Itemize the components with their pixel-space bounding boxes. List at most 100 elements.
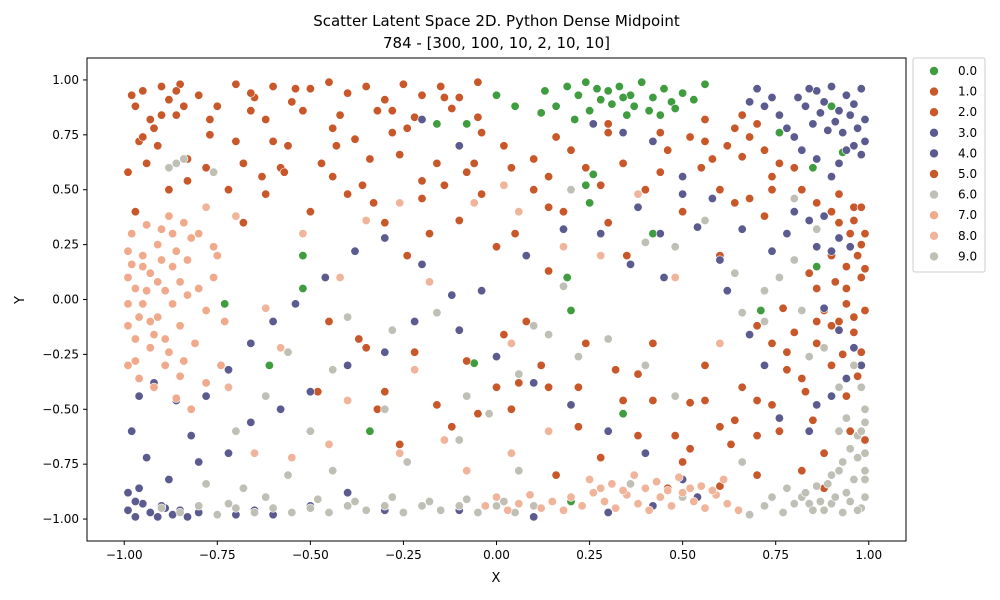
data-point bbox=[499, 141, 509, 151]
data-point bbox=[194, 457, 204, 467]
data-point bbox=[194, 90, 204, 100]
data-point bbox=[190, 338, 200, 348]
data-point bbox=[417, 90, 427, 100]
legend-label: 1.0 bbox=[958, 85, 977, 99]
data-point bbox=[678, 207, 688, 217]
data-point bbox=[224, 365, 234, 375]
data-point bbox=[480, 501, 490, 511]
legend-marker bbox=[929, 107, 939, 117]
data-point bbox=[819, 211, 829, 221]
data-point bbox=[142, 453, 152, 463]
legend-marker bbox=[929, 231, 939, 241]
data-point bbox=[350, 496, 360, 506]
data-point bbox=[700, 115, 710, 125]
data-point bbox=[123, 272, 133, 282]
data-point bbox=[797, 185, 807, 195]
y-axis-ticks: −1.00 −0.75 −0.50 −0.25 0.00 0.25 0.50 0.75 1.00 bbox=[42, 73, 87, 526]
data-point bbox=[138, 132, 148, 142]
data-point bbox=[130, 496, 140, 506]
data-point bbox=[737, 382, 747, 392]
data-point bbox=[808, 415, 818, 425]
data-point bbox=[436, 82, 446, 92]
data-point bbox=[670, 242, 680, 252]
data-point bbox=[603, 218, 613, 228]
data-point bbox=[491, 492, 501, 502]
data-point bbox=[826, 101, 836, 111]
data-point bbox=[834, 382, 844, 392]
data-point bbox=[659, 84, 669, 94]
data-point bbox=[439, 180, 449, 190]
y-axis-label: Y bbox=[13, 296, 28, 305]
data-point bbox=[812, 224, 822, 234]
data-point bbox=[767, 246, 777, 256]
data-point bbox=[774, 413, 784, 423]
data-point bbox=[573, 352, 583, 362]
data-point bbox=[841, 488, 851, 498]
data-point bbox=[462, 391, 472, 401]
data-point bbox=[417, 115, 427, 125]
legend-marker bbox=[929, 128, 939, 138]
data-point bbox=[648, 93, 658, 103]
data-point bbox=[231, 79, 241, 89]
data-point bbox=[797, 305, 807, 315]
x-axis-label: X bbox=[492, 571, 501, 586]
data-point bbox=[201, 378, 211, 388]
data-point bbox=[808, 505, 818, 515]
data-point bbox=[331, 141, 341, 151]
data-point bbox=[145, 343, 155, 353]
data-point bbox=[838, 128, 848, 138]
data-point bbox=[834, 466, 844, 476]
data-point bbox=[179, 218, 189, 228]
data-point bbox=[655, 229, 665, 239]
data-point bbox=[838, 349, 848, 359]
data-point bbox=[343, 395, 353, 405]
data-point bbox=[808, 163, 818, 173]
data-point bbox=[246, 338, 256, 348]
data-point bbox=[395, 198, 405, 208]
data-point bbox=[432, 119, 442, 129]
data-point bbox=[153, 512, 163, 522]
data-point bbox=[707, 154, 717, 164]
data-point bbox=[183, 176, 193, 186]
data-point bbox=[659, 272, 669, 282]
data-point bbox=[168, 229, 178, 239]
data-point bbox=[357, 180, 367, 190]
data-point bbox=[700, 360, 710, 370]
data-point bbox=[841, 413, 851, 423]
y-tick-label: −0.50 bbox=[42, 402, 79, 416]
data-point bbox=[231, 426, 241, 436]
data-point bbox=[700, 395, 710, 405]
data-point bbox=[596, 229, 606, 239]
data-point bbox=[767, 400, 777, 410]
data-point bbox=[551, 470, 561, 480]
data-point bbox=[186, 233, 196, 243]
y-tick-label: 0.25 bbox=[52, 238, 79, 252]
x-axis-ticks: −1.00 −0.75 −0.50 −0.25 0.00 0.25 0.50 0.75 1.00 bbox=[106, 541, 882, 562]
data-point bbox=[246, 106, 256, 116]
data-point bbox=[707, 485, 717, 495]
data-point bbox=[566, 305, 576, 315]
data-point bbox=[808, 119, 818, 129]
data-point bbox=[205, 130, 215, 140]
data-point bbox=[417, 176, 427, 186]
data-point bbox=[477, 128, 487, 138]
data-point bbox=[826, 82, 836, 92]
data-point bbox=[335, 110, 345, 120]
data-point bbox=[335, 272, 345, 282]
data-point bbox=[838, 457, 848, 467]
data-point bbox=[424, 496, 434, 506]
data-point bbox=[547, 496, 557, 506]
data-point bbox=[183, 290, 193, 300]
data-point bbox=[804, 352, 814, 362]
y-tick-label: −0.25 bbox=[42, 347, 79, 361]
data-point bbox=[797, 373, 807, 383]
data-point bbox=[652, 477, 662, 487]
data-point bbox=[395, 439, 405, 449]
data-point bbox=[670, 104, 680, 114]
data-point bbox=[618, 485, 628, 495]
data-point bbox=[685, 444, 695, 454]
data-point bbox=[130, 356, 140, 366]
data-point bbox=[343, 501, 353, 511]
data-point bbox=[510, 507, 520, 517]
data-point bbox=[123, 488, 133, 498]
